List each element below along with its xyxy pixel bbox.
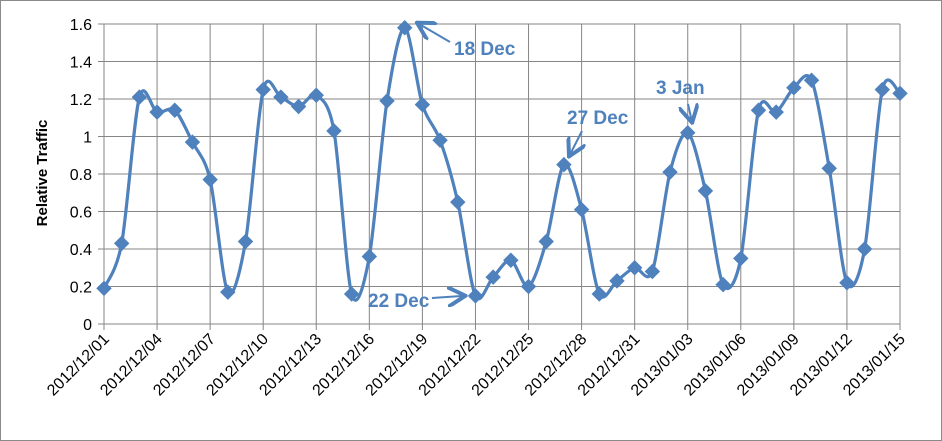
- data-point-marker: [397, 20, 413, 36]
- data-point-marker: [644, 263, 661, 280]
- annotation-label: 3 Jan: [656, 78, 705, 99]
- data-point-marker: [839, 275, 855, 291]
- data-point-marker: [856, 241, 873, 257]
- data-point-marker: [697, 183, 714, 199]
- data-point-marker: [432, 132, 448, 148]
- data-point-marker: [361, 248, 378, 265]
- data-point-marker: [113, 235, 130, 252]
- data-point-marker: [255, 81, 271, 98]
- annotation-arrow: [688, 104, 692, 121]
- data-point-marker: [538, 233, 554, 250]
- data-point-marker: [149, 104, 165, 120]
- data-point-marker: [450, 194, 466, 210]
- y-tick-label: 0.2: [70, 280, 92, 297]
- data-point-marker: [556, 156, 572, 173]
- data-point-marker: [591, 286, 607, 302]
- data-point-marker: [167, 102, 183, 118]
- data-point-marker: [626, 260, 643, 276]
- annotation-arrow: [570, 130, 582, 155]
- data-point-marker: [768, 104, 784, 120]
- data-point-marker: [131, 89, 148, 105]
- data-point-marker: [290, 98, 307, 115]
- y-axis-label: Relative Traffic: [34, 120, 51, 227]
- data-point-marker: [414, 96, 431, 113]
- data-point-marker: [750, 102, 767, 118]
- data-point-marker: [379, 93, 395, 109]
- data-point-marker: [680, 125, 696, 141]
- data-point-marker: [520, 278, 537, 295]
- series-markers: [96, 20, 908, 304]
- annotation-label: 22 Dec: [368, 291, 430, 312]
- data-point-marker: [273, 89, 289, 105]
- y-tick-label: 0.6: [70, 205, 92, 222]
- annotation-label: 18 Dec: [454, 39, 516, 60]
- data-point-marker: [237, 233, 254, 250]
- data-point-marker: [202, 171, 218, 188]
- data-point-marker: [308, 87, 324, 103]
- y-tick-label: 1.4: [70, 55, 92, 72]
- y-tick-labels: 0 0.2 0.4 0.6 0.8 1 1.2 1.4 1.6: [70, 17, 92, 334]
- data-point-marker: [573, 201, 590, 218]
- data-point-marker: [326, 123, 342, 139]
- data-point-marker: [96, 280, 112, 297]
- series-line-path: [102, 26, 902, 302]
- y-tick-label: 1.2: [70, 92, 92, 109]
- y-tick-label: 1: [83, 130, 92, 147]
- data-point-marker: [609, 273, 625, 289]
- data-point-marker: [874, 81, 891, 98]
- data-point-marker: [733, 250, 749, 267]
- data-point-marker: [786, 80, 802, 96]
- annotation-arrow: [431, 296, 463, 298]
- data-point-marker: [343, 286, 360, 302]
- x-tick-labels: 2012/12/012012/12/042012/12/072012/12/10…: [44, 331, 909, 400]
- data-point-marker: [467, 288, 484, 304]
- y-tick-label: 0.8: [70, 167, 92, 184]
- annotations: 18 Dec 22 Dec 27 Dec 3 Jan: [368, 24, 705, 312]
- annotation-arrow: [419, 24, 451, 43]
- y-tick-label: 1.6: [70, 17, 92, 34]
- series-line: [102, 26, 902, 302]
- axes: [98, 23, 901, 330]
- y-tick-label: 0: [83, 317, 92, 334]
- data-point-marker: [503, 252, 519, 268]
- data-point-marker: [662, 164, 678, 180]
- data-point-marker: [220, 284, 236, 300]
- data-point-marker: [892, 85, 908, 102]
- y-tick-label: 0.4: [70, 242, 92, 259]
- data-point-marker: [184, 134, 201, 150]
- annotation-label: 27 Dec: [567, 108, 629, 129]
- data-point-marker: [715, 276, 731, 293]
- data-point-marker: [485, 269, 501, 285]
- data-point-marker: [821, 160, 837, 177]
- data-point-marker: [803, 72, 820, 88]
